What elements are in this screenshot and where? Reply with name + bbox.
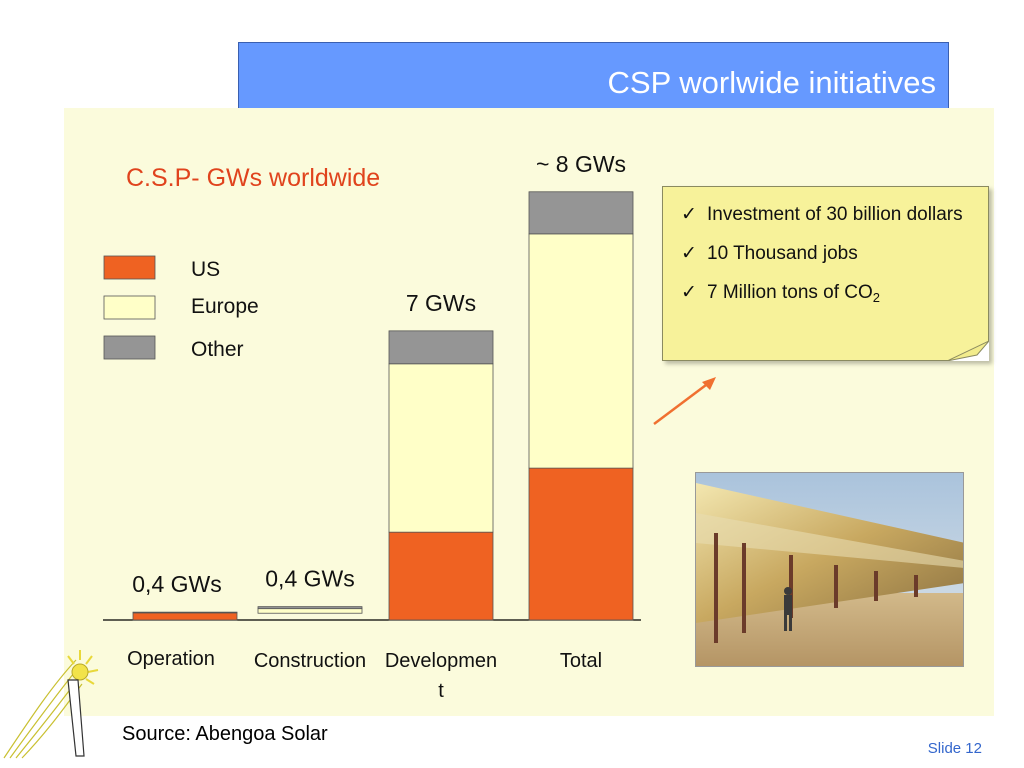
bar-segment-other — [388, 330, 494, 365]
callout-note: ✓ Investment of 30 billion dollars ✓ 10 … — [662, 186, 989, 361]
check-icon: ✓ — [681, 243, 697, 264]
bar-segment-europe — [257, 608, 363, 614]
callout-item: ✓ Investment of 30 billion dollars — [681, 203, 978, 226]
callout-item-subscript: 2 — [872, 290, 881, 305]
bar-total-label: 0,4 GWs — [132, 571, 221, 597]
callout-item: ✓ 10 Thousand jobs — [681, 242, 978, 265]
legend-swatch — [103, 255, 156, 280]
x-tick-label: Construction — [254, 650, 366, 672]
bar-segment-other — [528, 191, 634, 235]
bar-total-label: 0,4 GWs — [265, 566, 354, 592]
legend-label: Other — [191, 338, 244, 361]
bar-segment-europe — [132, 611, 238, 614]
bar-segment-us — [528, 467, 634, 621]
legend-label: US — [191, 258, 220, 281]
bar-segment-europe — [388, 363, 494, 533]
chart-title: C.S.P- GWs worldwide — [126, 164, 381, 192]
arrow-icon — [653, 377, 716, 425]
callout-item-text: 10 Thousand jobs — [707, 243, 858, 264]
bar-segment-other — [257, 606, 363, 610]
callout-item-text: 7 Million tons of CO — [707, 282, 873, 303]
bar-segment-us — [132, 612, 238, 621]
sun-logo-icon — [3, 650, 99, 759]
source-note: Source: Abengoa Solar — [122, 723, 328, 745]
x-tick-label: Operation — [127, 648, 215, 670]
x-tick-label: Total — [560, 650, 602, 672]
legend-swatch — [103, 335, 156, 360]
check-icon: ✓ — [681, 204, 697, 225]
slide-number: Slide 12 — [927, 740, 982, 757]
title-bar: CSP worlwide initiatives — [238, 42, 949, 109]
x-tick-label: t — [438, 680, 444, 702]
legend-label: Europe — [191, 295, 259, 318]
callout-item-text: Investment of 30 billion dollars — [707, 204, 963, 225]
check-icon: ✓ — [681, 282, 697, 303]
solar-plant-photo — [695, 472, 964, 667]
bar-total-label: 7 GWs — [406, 290, 476, 316]
bar-segment-europe — [528, 233, 634, 469]
x-tick-label: Developmen — [385, 650, 497, 672]
slide-title: CSP worlwide initiatives — [607, 65, 937, 100]
bar-total-label: ~ 8 GWs — [536, 151, 626, 177]
bar-segment-us — [388, 531, 494, 621]
page-curl-icon — [947, 341, 989, 361]
legend-swatch — [103, 295, 156, 320]
callout-item: ✓ 7 Million tons of CO2 — [681, 281, 978, 309]
